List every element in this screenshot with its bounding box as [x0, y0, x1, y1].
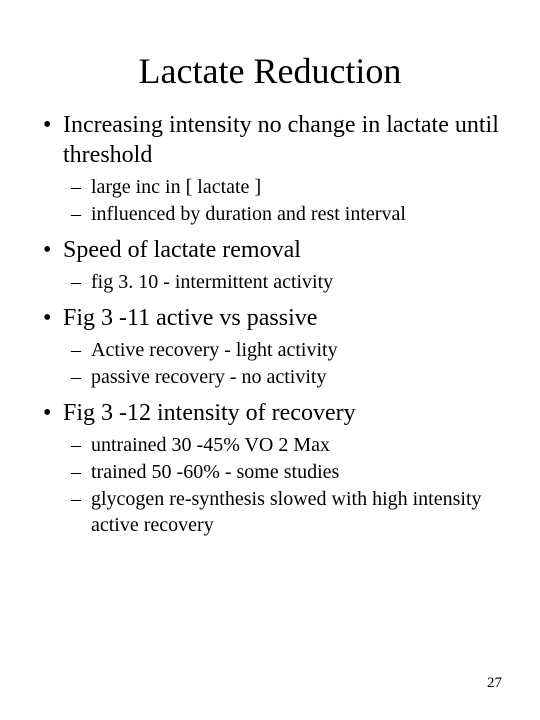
slide-title: Lactate Reduction: [35, 50, 505, 92]
bullet-list-level2: large inc in [ lactate ] influenced by d…: [63, 174, 505, 227]
sub-bullet-item: passive recovery - no activity: [63, 364, 505, 390]
bullet-list-level2: Active recovery - light activity passive…: [63, 337, 505, 390]
bullet-text: Fig 3 -12 intensity of recovery: [63, 400, 356, 426]
sub-bullet-item: influenced by duration and rest interval: [63, 201, 505, 227]
bullet-list-level1: Increasing intensity no change in lactat…: [35, 110, 505, 538]
bullet-text: Increasing intensity no change in lactat…: [63, 112, 499, 168]
sub-bullet-item: glycogen re-synthesis slowed with high i…: [63, 486, 505, 538]
bullet-text: Fig 3 -11 active vs passive: [63, 305, 317, 331]
slide-content: Lactate Reduction Increasing intensity n…: [0, 0, 540, 538]
bullet-item: Speed of lactate removal fig 3. 10 - int…: [35, 235, 505, 295]
bullet-item: Fig 3 -12 intensity of recovery untraine…: [35, 398, 505, 538]
bullet-item: Fig 3 -11 active vs passive Active recov…: [35, 303, 505, 390]
sub-bullet-item: fig 3. 10 - intermittent activity: [63, 269, 505, 295]
bullet-text: Speed of lactate removal: [63, 237, 301, 263]
sub-bullet-item: large inc in [ lactate ]: [63, 174, 505, 200]
bullet-list-level2: untrained 30 -45% VO 2 Max trained 50 -6…: [63, 432, 505, 538]
bullet-list-level2: fig 3. 10 - intermittent activity: [63, 269, 505, 295]
bullet-item: Increasing intensity no change in lactat…: [35, 110, 505, 227]
sub-bullet-item: untrained 30 -45% VO 2 Max: [63, 432, 505, 458]
sub-bullet-item: Active recovery - light activity: [63, 337, 505, 363]
sub-bullet-item: trained 50 -60% - some studies: [63, 459, 505, 485]
page-number: 27: [487, 675, 502, 692]
